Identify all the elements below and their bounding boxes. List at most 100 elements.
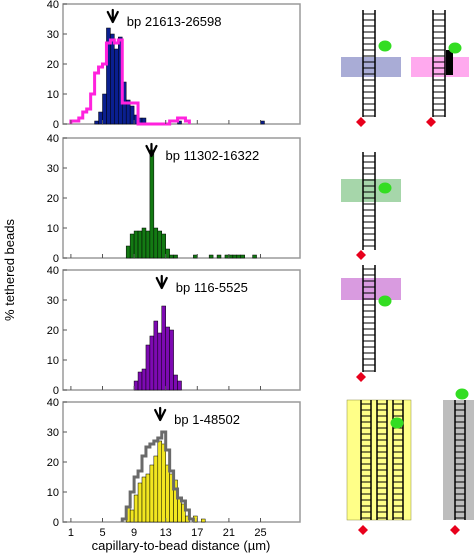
peak-arrow-icon (154, 406, 167, 422)
histogram-bar (161, 305, 166, 391)
dna-diagram (341, 265, 401, 382)
histogram-bar (145, 473, 151, 523)
histogram-bar (173, 254, 178, 259)
anchor-icon (358, 525, 368, 535)
histogram-bar (157, 440, 163, 523)
bead-icon (455, 388, 469, 400)
histogram-bar (252, 254, 257, 259)
schematic-diagrams (341, 10, 474, 535)
histogram-bar (153, 455, 159, 523)
histogram-bar (161, 443, 166, 523)
y-tick-label: 10 (47, 89, 59, 101)
histogram-bar (102, 93, 107, 125)
y-tick-label: 20 (47, 325, 59, 337)
histogram-bar (161, 233, 166, 259)
overlay-histogram-line (120, 430, 195, 522)
y-tick-label: 10 (47, 355, 59, 367)
plot-frame (62, 269, 301, 391)
histogram-bar (240, 254, 245, 259)
histogram-bar (260, 120, 265, 125)
y-tick-label: 10 (47, 487, 59, 499)
plot-frame (62, 137, 301, 259)
histogram-bar (177, 380, 182, 391)
histogram-bar (141, 368, 147, 391)
histogram-bar (98, 111, 103, 125)
histogram-bar (133, 230, 139, 259)
histogram-bar (129, 105, 135, 125)
y-tick-label: 20 (47, 457, 59, 469)
histogram-bar (137, 371, 143, 391)
y-tick-label: 0 (53, 385, 59, 397)
dna-diagram (341, 152, 401, 260)
y-tick-label: 40 (47, 133, 59, 145)
x-tick-label: 21 (223, 527, 235, 539)
anchor-icon (356, 250, 366, 260)
histogram-bar (165, 464, 170, 523)
histogram-bar (165, 326, 170, 391)
histogram-bar (145, 344, 151, 391)
x-tick-label: 13 (160, 527, 172, 539)
x-tick-label: 5 (99, 527, 105, 539)
histogram-bar (169, 329, 174, 391)
histogram-bar (153, 320, 159, 391)
dna-diagram (341, 10, 401, 127)
dna-diagram (411, 10, 469, 127)
histogram-bar (137, 230, 143, 259)
histogram-bar (110, 33, 115, 125)
y-tick-label: 30 (47, 163, 59, 175)
y-tick-label: 0 (53, 119, 59, 131)
histogram-bar (169, 254, 174, 259)
histogram-bar (224, 254, 230, 259)
y-tick-label: 30 (47, 29, 59, 41)
histogram-bar (157, 230, 163, 259)
dna-diagram (443, 388, 474, 535)
y-tick-label: 30 (47, 427, 59, 439)
histogram-bar (208, 254, 214, 259)
histogram-bar (133, 494, 139, 523)
y-tick-label: 10 (47, 223, 59, 235)
panel-label: bp 116-5525 (176, 280, 248, 295)
x-tick-label: 1 (68, 527, 74, 539)
histogram-bar (228, 254, 234, 259)
histogram-bar (125, 245, 131, 259)
histogram-bar (114, 48, 119, 125)
histogram-bar (173, 374, 178, 391)
panel-label: bp 21613-26598 (127, 14, 222, 29)
peak-arrow-icon (155, 274, 168, 290)
histogram-panel-4: 0 10 20 30 40 1 5 9 13 17 21 25 bp 1-48502 (47, 397, 301, 539)
peak-arrow-icon (106, 8, 119, 24)
histogram-bar (145, 230, 151, 259)
bead-icon (378, 295, 392, 307)
histogram-bar (129, 233, 135, 259)
overlay-histogram-line (69, 38, 191, 126)
peak-arrow-icon (145, 142, 158, 158)
bound-protein-icon (446, 50, 453, 75)
y-tick-label: 0 (53, 517, 59, 529)
x-tick-label: 9 (131, 527, 137, 539)
dna-diagram (346, 399, 412, 535)
y-tick-label: 0 (53, 253, 59, 265)
histogram-bar (181, 503, 186, 523)
y-tick-label: 40 (47, 0, 59, 11)
histogram-bar (216, 254, 222, 259)
histogram-bar (149, 149, 155, 259)
y-tick-label: 20 (47, 59, 59, 71)
anchor-icon (356, 117, 366, 127)
y-tick-label: 40 (47, 397, 59, 409)
histogram-bar (141, 227, 147, 259)
histogram-bar (94, 120, 99, 125)
histogram-bar (165, 248, 170, 259)
anchor-icon (426, 117, 436, 127)
histogram-bar (137, 482, 143, 523)
y-tick-label: 20 (47, 193, 59, 205)
anchor-icon (450, 525, 460, 535)
histogram-bar (129, 509, 135, 523)
histogram-panel-2: 0 10 20 30 40 bp 11302-16322 (47, 133, 301, 265)
y-axis-label: % tethered beads (2, 219, 17, 321)
histogram-bar (201, 518, 206, 523)
x-tick-label: 17 (191, 527, 203, 539)
histogram-bar (133, 380, 139, 391)
histogram-bar (153, 227, 159, 259)
y-tick-label: 30 (47, 295, 59, 307)
